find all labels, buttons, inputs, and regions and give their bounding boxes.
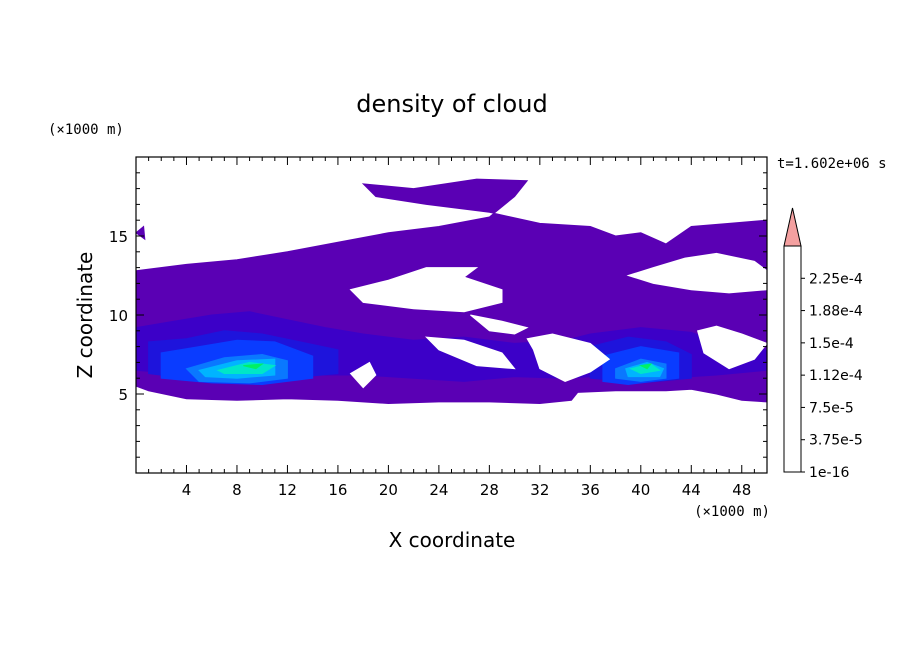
- x-tick-label: 20: [379, 481, 398, 499]
- cloud-region-13: [243, 363, 264, 370]
- clear-region-0: [349, 267, 503, 313]
- y-tick-label: 5: [118, 386, 128, 404]
- clear-region-5: [626, 252, 767, 294]
- colorbar-tick-label: 7.5e-5: [809, 400, 854, 416]
- x-unit-label: (×1000 m): [694, 504, 770, 520]
- colorbar-frame: [783, 245, 802, 473]
- x-tick-label: 44: [682, 481, 701, 499]
- x-tick-label: 40: [631, 481, 650, 499]
- cloud-region-14: [639, 363, 653, 370]
- x-tick-label: 16: [328, 481, 347, 499]
- clear-region-3: [526, 333, 611, 382]
- x-tick-label: 24: [429, 481, 448, 499]
- colorbar-tick-label: 1.88e-4: [809, 304, 863, 320]
- colorbar-tick-label: 1e-16: [809, 465, 849, 481]
- colorbar-overflow-arrow: [783, 207, 802, 247]
- x-tick-label: 4: [182, 481, 192, 499]
- x-tick-label: 8: [232, 481, 242, 499]
- colorbar-tick-label: 1.12e-4: [809, 368, 863, 384]
- clear-region-1: [470, 314, 529, 335]
- time-label: t=1.602e+06 s: [777, 156, 887, 172]
- chart-title: density of cloud: [356, 90, 547, 118]
- plot-area: [136, 178, 767, 405]
- x-axis-label: X coordinate: [389, 528, 516, 552]
- y-tick-label: 15: [109, 228, 128, 246]
- cloud-region-1: [136, 225, 146, 241]
- y-unit-label: (×1000 m): [48, 122, 124, 138]
- contour-fills: [136, 178, 767, 405]
- x-tick-label: 32: [530, 481, 549, 499]
- clear-region-6: [696, 325, 767, 370]
- colorbar-tick-label: 2.25e-4: [809, 271, 863, 287]
- x-tick-label: 12: [278, 481, 297, 499]
- y-axis-label: Z coordinate: [73, 252, 97, 379]
- colorbar-tick-label: 1.5e-4: [809, 336, 854, 352]
- y-tick-label: 10: [109, 307, 128, 325]
- x-tick-label: 48: [732, 481, 751, 499]
- colorbar-tick-label: 3.75e-5: [809, 433, 863, 449]
- x-tick-label: 28: [480, 481, 499, 499]
- colorbar: 1e-16 3.75e-5 7.5e-5 1.12e-4 1.5e-4 1.88e-4 2.…: [783, 207, 863, 481]
- x-tick-label: 36: [581, 481, 600, 499]
- clear-region-2: [424, 336, 516, 370]
- clear-region-4: [349, 361, 377, 389]
